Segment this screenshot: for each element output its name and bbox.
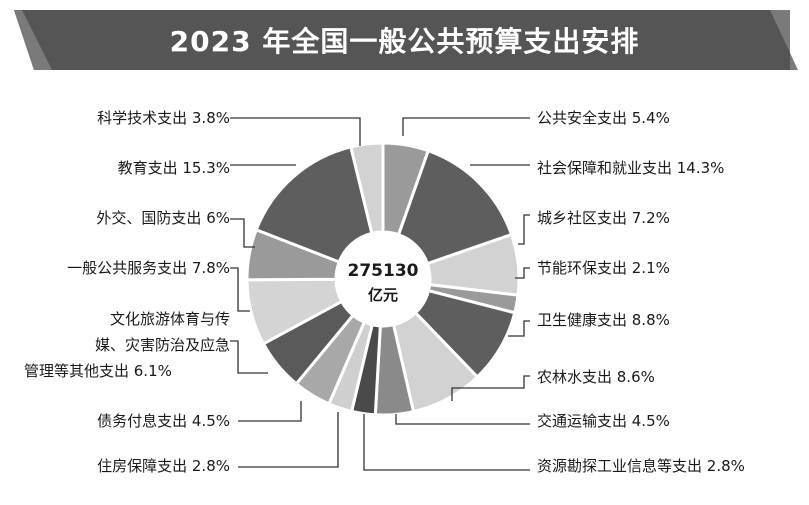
leader-line-11: [230, 340, 268, 374]
slice-label-14: 教育支出 15.3%: [118, 159, 230, 177]
leader-line-6: [451, 375, 530, 401]
slice-label-5: 卫生健康支出 8.8%: [537, 311, 670, 329]
center-total-unit: 亿元: [368, 286, 398, 304]
slice-label-13: 外交、国防支出 6%: [96, 209, 230, 227]
center-total-value: 275130: [348, 261, 419, 281]
leader-line-12: [230, 267, 250, 312]
leader-line-13: [230, 218, 255, 248]
slice-label-7: 交通运输支出 4.5%: [537, 412, 670, 430]
leader-line-15: [230, 117, 361, 146]
leader-line-9: [238, 412, 339, 468]
slice-label-12: 一般公共服务支出 7.8%: [67, 259, 230, 277]
slice-label-9: 住房保障支出 2.8%: [97, 457, 230, 475]
leader-line-4: [515, 267, 530, 279]
chart-title: 2023 年全国一般公共预算支出安排: [169, 25, 640, 58]
leader-line-3: [518, 214, 530, 245]
center-hole: [336, 232, 430, 326]
leader-line-5: [508, 320, 530, 337]
leader-line-1: [402, 117, 530, 136]
slice-label-11: 文化旅游体育与传媒、灾害防治及应急管理等其他支出 6.1%: [24, 310, 230, 380]
slice-label-10: 债务付息支出 4.5%: [97, 412, 230, 430]
leader-line-7: [395, 414, 530, 425]
leader-line-10: [238, 401, 302, 422]
slice-label-15: 科学技术支出 3.8%: [97, 109, 230, 127]
slice-label-1: 公共安全支出 5.4%: [537, 109, 670, 127]
slice-label-2: 社会保障和就业支出 14.3%: [537, 159, 724, 177]
slice-label-6: 农林水支出 8.6%: [537, 368, 655, 386]
slice-label-4: 节能环保支出 2.1%: [537, 259, 670, 277]
title-banner: [14, 10, 798, 70]
leader-line-8: [363, 414, 530, 471]
slice-label-8: 资源勘探工业信息等支出 2.8%: [537, 457, 745, 475]
slice-label-3: 城乡社区支出 7.2%: [537, 209, 670, 227]
